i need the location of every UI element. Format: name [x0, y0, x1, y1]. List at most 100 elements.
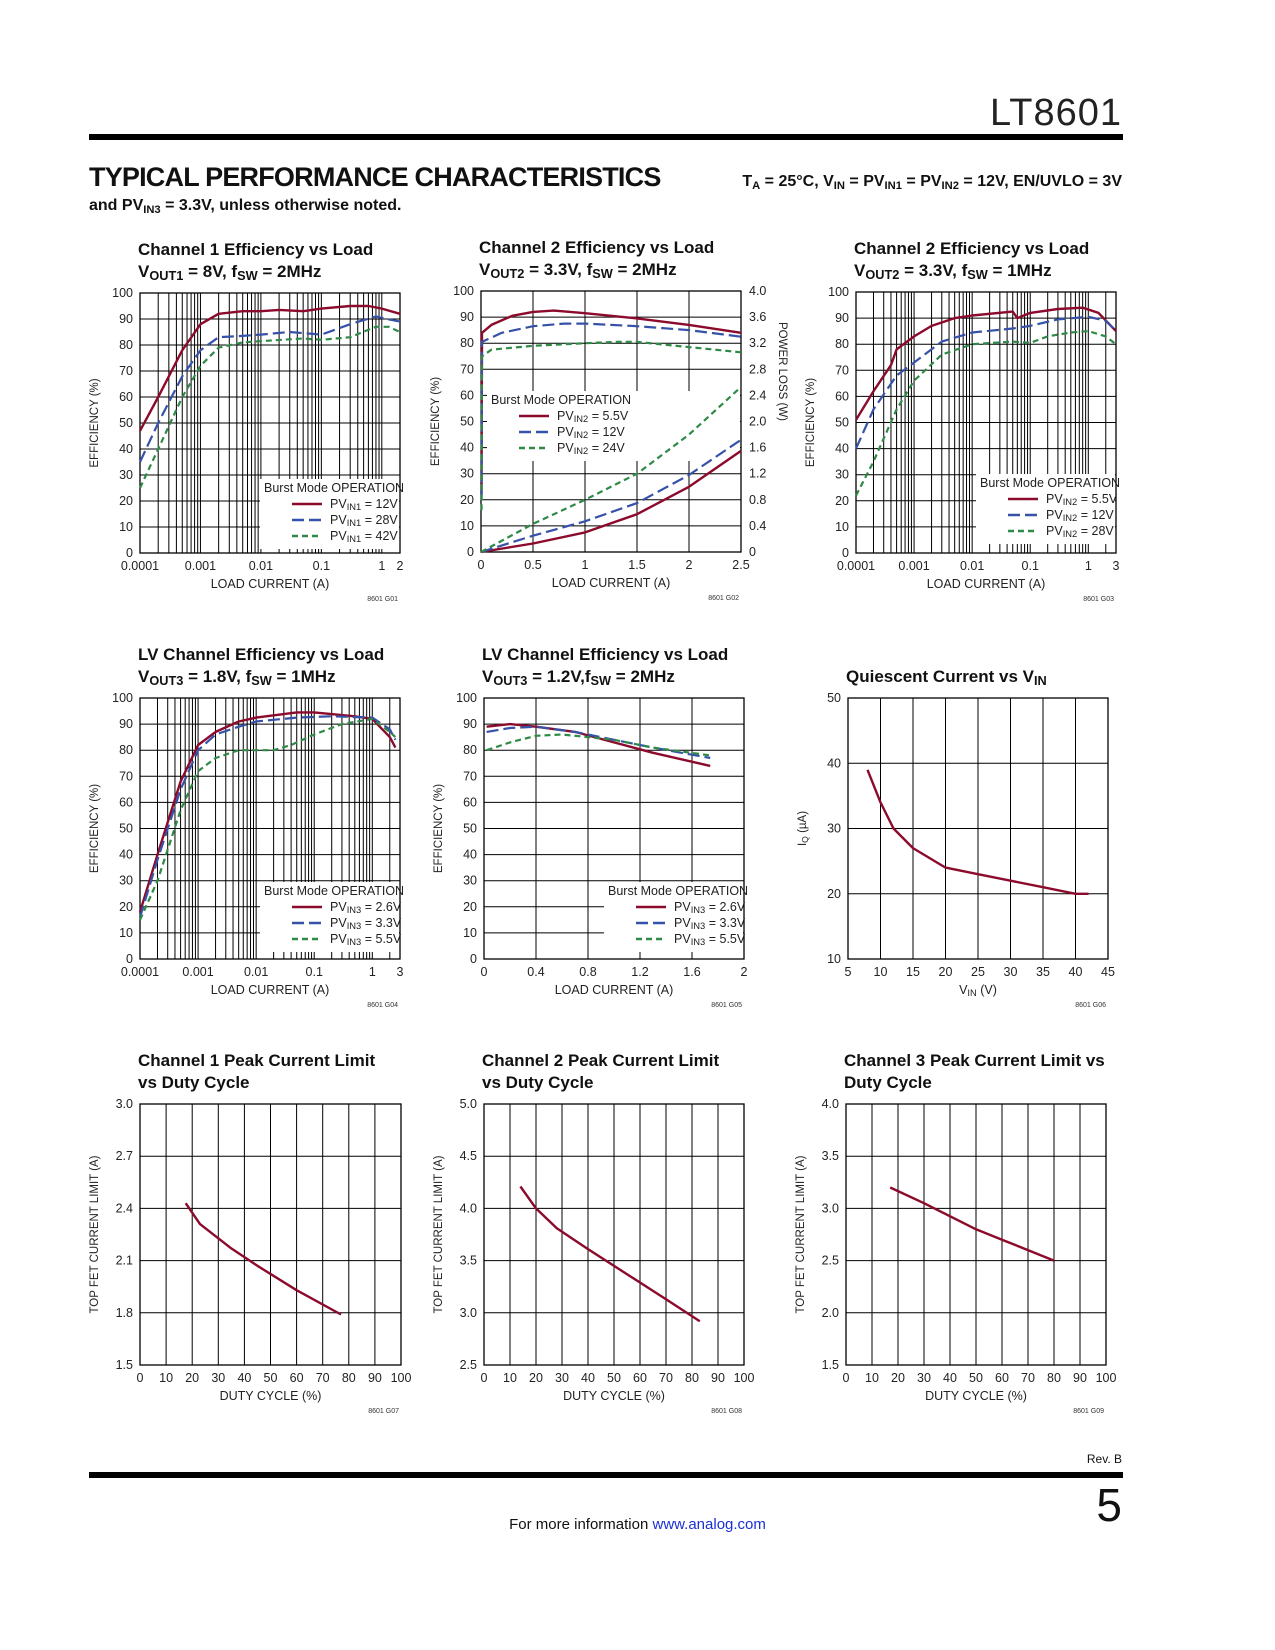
- y-tick-label: 30: [463, 874, 477, 888]
- y-tick-label: 40: [119, 848, 133, 862]
- x-tick-label: 1.5: [628, 558, 645, 572]
- text-segment: PV: [674, 916, 691, 930]
- part-number: LT8601: [989, 92, 1122, 134]
- text-segment: EFFICIENCY (%): [805, 378, 817, 467]
- series-line-red: [889, 1186, 1055, 1262]
- y-tick-label: 90: [119, 717, 133, 731]
- y-tick-label: 90: [460, 310, 474, 324]
- text-segment: Channel 2 Efficiency vs Load: [479, 238, 714, 257]
- subscript: IN3: [347, 905, 362, 915]
- x-tick-label: 70: [1021, 1371, 1035, 1385]
- subscript: OUT3: [149, 673, 183, 688]
- x-tick-label: 60: [633, 1371, 647, 1385]
- chart-G02: Channel 2 Efficiency vs Load VOUT2 = 3.3V…: [430, 238, 788, 602]
- x-axis-label: LOAD CURRENT (A): [211, 577, 330, 591]
- x-tick-label: 60: [290, 1371, 304, 1385]
- text-segment: LOAD CURRENT (A): [552, 576, 671, 590]
- chart-G07: Channel 1 Peak Current Limit vs Duty Cycl…: [89, 1051, 411, 1415]
- y-axis-label: TOP FET CURRENT LIMIT (A): [433, 1155, 445, 1313]
- series-line-red: [480, 449, 742, 554]
- x-tick-label: 0.001: [185, 559, 216, 573]
- x-tick-label: 20: [185, 1371, 199, 1385]
- plot-frame: [483, 1103, 745, 1366]
- text-segment: PV: [330, 529, 347, 543]
- x-tick-label: 30: [917, 1371, 931, 1385]
- x-tick-label: 2: [741, 965, 748, 979]
- y-tick-label: 30: [460, 467, 474, 481]
- text-segment: EFFICIENCY (%): [430, 377, 442, 466]
- legend-entry: PVIN1 = 42V: [330, 529, 398, 544]
- text-segment: = 5.5V: [705, 932, 746, 946]
- y-tick-label: 20: [119, 494, 133, 508]
- x-tick-label: 0.4: [527, 965, 544, 979]
- text-segment: = 1MHz: [988, 261, 1052, 280]
- y-tick-label: 100: [828, 285, 849, 299]
- text-segment: = 2MHz: [258, 262, 322, 281]
- text-segment: PV: [1046, 492, 1063, 506]
- legend-background: [604, 882, 743, 952]
- x-tick-label: 20: [891, 1371, 905, 1385]
- y-tick-label: 40: [835, 442, 849, 456]
- text-segment: Channel 2 Peak Current Limit: [482, 1051, 719, 1070]
- y-tick-label: 4.0: [460, 1201, 477, 1215]
- text-segment: = 1MHz: [272, 667, 336, 686]
- text-segment: = 12V: [588, 425, 625, 439]
- y-tick-label: 90: [119, 312, 133, 326]
- y2-tick-label: 3.6: [749, 310, 766, 324]
- text-segment: PV: [330, 513, 347, 527]
- legend-background: [260, 882, 399, 952]
- x-tick-label: 0.1: [313, 559, 330, 573]
- series-line-red: [486, 722, 711, 768]
- y-axis-label: IQ (µA): [797, 811, 810, 846]
- y-tick-label: 10: [119, 520, 133, 534]
- y2-tick-label: 0.8: [749, 493, 766, 507]
- chart-title: VOUT2 = 3.3V, fSW = 2MHz: [479, 260, 677, 281]
- y-tick-label: 30: [827, 822, 841, 836]
- y2-tick-label: 1.2: [749, 467, 766, 481]
- plot-frame: [483, 697, 745, 960]
- website-link[interactable]: www.analog.com: [652, 1516, 766, 1533]
- x-axis-label: LOAD CURRENT (A): [927, 577, 1046, 591]
- x-tick-label: 15: [906, 965, 920, 979]
- chart-title: VOUT1 = 8V, fSW = 2MHz: [138, 262, 321, 283]
- text-segment: = 1.8V, f: [183, 667, 251, 686]
- x-tick-label: 40: [1069, 965, 1083, 979]
- text-segment: EFFICIENCY (%): [433, 784, 445, 873]
- legend-entry: PVIN1 = 12V: [330, 497, 398, 512]
- y-tick-label: 100: [112, 691, 133, 705]
- text-segment: LOAD CURRENT (A): [555, 983, 674, 997]
- series-line-blue: [139, 315, 401, 463]
- figure-code: 8601 G01: [367, 596, 398, 603]
- subscript: OUT2: [865, 267, 899, 282]
- chart-title: Channel 2 Peak Current Limit: [482, 1051, 719, 1070]
- series-line-red: [519, 1185, 701, 1323]
- text-segment: = 28V: [361, 513, 398, 527]
- text-segment: = 8V, f: [183, 262, 237, 281]
- y-tick-label: 90: [463, 717, 477, 731]
- chart-G05: LV Channel Efficiency vs Load VOUT3 = 1.2…: [433, 645, 748, 1009]
- x-tick-label: 1: [1085, 559, 1092, 573]
- figure-code: 8601 G04: [367, 1002, 398, 1009]
- text-segment: Channel 1 Peak Current Limit: [138, 1051, 375, 1070]
- y-tick-label: 4.5: [460, 1149, 477, 1163]
- x-tick-label: 100: [391, 1371, 412, 1385]
- y-tick-label: 40: [460, 441, 474, 455]
- chart-title: VOUT3 = 1.2V,fSW = 2MHz: [482, 667, 675, 688]
- y-tick-label: 50: [827, 691, 841, 705]
- subscript: IN3: [347, 921, 362, 931]
- y-axis-label: EFFICIENCY (%): [89, 378, 101, 467]
- y-tick-label: 0: [126, 546, 133, 560]
- text-segment: vs Duty Cycle: [138, 1073, 250, 1092]
- y2-tick-label: 3.2: [749, 336, 766, 350]
- y-tick-label: 70: [463, 769, 477, 783]
- x-tick-label: 3: [397, 965, 404, 979]
- figure-code: 8601 G08: [711, 1408, 742, 1415]
- x-tick-label: 35: [1036, 965, 1050, 979]
- y-tick-label: 3.0: [116, 1097, 133, 1111]
- x-tick-label: 0.001: [182, 965, 213, 979]
- y-axis-label: EFFICIENCY (%): [89, 784, 101, 873]
- y-tick-label: 5.0: [460, 1097, 477, 1111]
- subscript: SW: [592, 266, 614, 281]
- legend-entry: PVIN2 = 24V: [557, 441, 625, 456]
